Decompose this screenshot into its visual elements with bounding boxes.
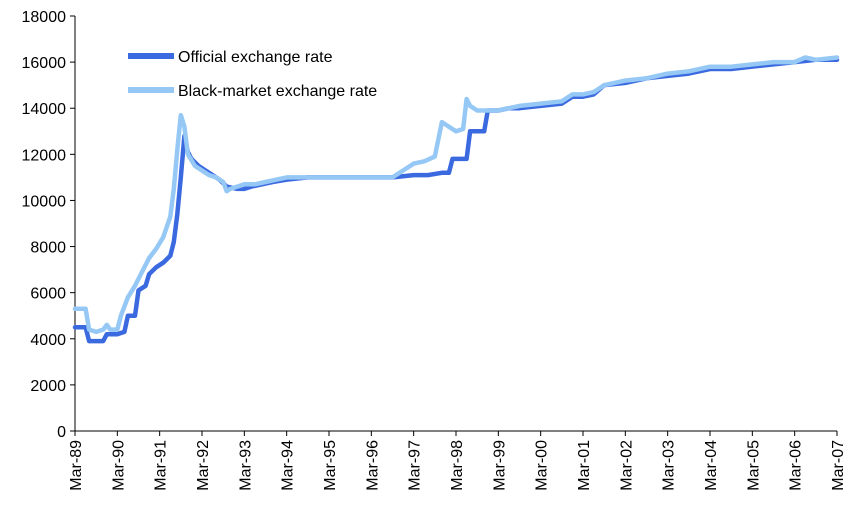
- x-tick-label: Mar-02: [618, 440, 635, 491]
- x-tick-label: Mar-03: [661, 440, 678, 491]
- x-tick-label: Mar-92: [195, 440, 212, 491]
- x-tick-label: Mar-93: [237, 440, 254, 491]
- x-tick-label: Mar-99: [491, 440, 508, 491]
- legend-label-1: Black-market exchange rate: [178, 83, 377, 100]
- y-tick-label: 6000: [30, 286, 66, 303]
- y-axis-ticks: 0 2000 4000 6000 8000 10000 12000 14000 16000 180…: [22, 9, 75, 441]
- y-tick-label: 8000: [30, 240, 66, 257]
- x-tick-label: Mar-00: [534, 440, 551, 491]
- x-tick-label: Mar-94: [280, 440, 297, 491]
- series-line-0: [72, 57, 840, 344]
- y-tick-label: 4000: [30, 332, 66, 349]
- x-tick-label: Mar-89: [68, 440, 85, 491]
- legend-label-0: Official exchange rate: [178, 49, 333, 66]
- x-tick-label: Mar-90: [110, 440, 127, 491]
- x-tick-label: Mar-01: [576, 440, 593, 491]
- series-line-1: [72, 55, 840, 335]
- series-lines: [72, 55, 840, 344]
- x-tick-label: Mar-98: [449, 440, 466, 491]
- axes: [74, 16, 837, 432]
- y-tick-label: 16000: [22, 55, 67, 72]
- y-tick-label: 12000: [22, 147, 67, 164]
- x-tick-label: Mar-05: [745, 440, 762, 491]
- x-tick-label: Mar-06: [788, 440, 805, 491]
- y-tick-label: 0: [57, 424, 66, 441]
- x-tick-label: Mar-07: [830, 440, 847, 491]
- x-tick-label: Mar-95: [322, 440, 339, 491]
- y-tick-label: 10000: [22, 193, 67, 210]
- y-tick-label: 14000: [22, 101, 67, 118]
- y-tick-label: 18000: [22, 9, 67, 26]
- y-tick-label: 2000: [30, 378, 66, 395]
- x-tick-label: Mar-97: [407, 440, 424, 491]
- x-tick-label: Mar-91: [153, 440, 170, 491]
- x-tick-label: Mar-96: [364, 440, 381, 491]
- legend: Official exchange rate Black-market excha…: [128, 49, 377, 100]
- x-axis-ticks: Mar-89 Mar-90 Mar-91 Mar-92 Mar-93 Mar-94 Mar-…: [68, 431, 847, 491]
- x-tick-label: Mar-04: [703, 440, 720, 491]
